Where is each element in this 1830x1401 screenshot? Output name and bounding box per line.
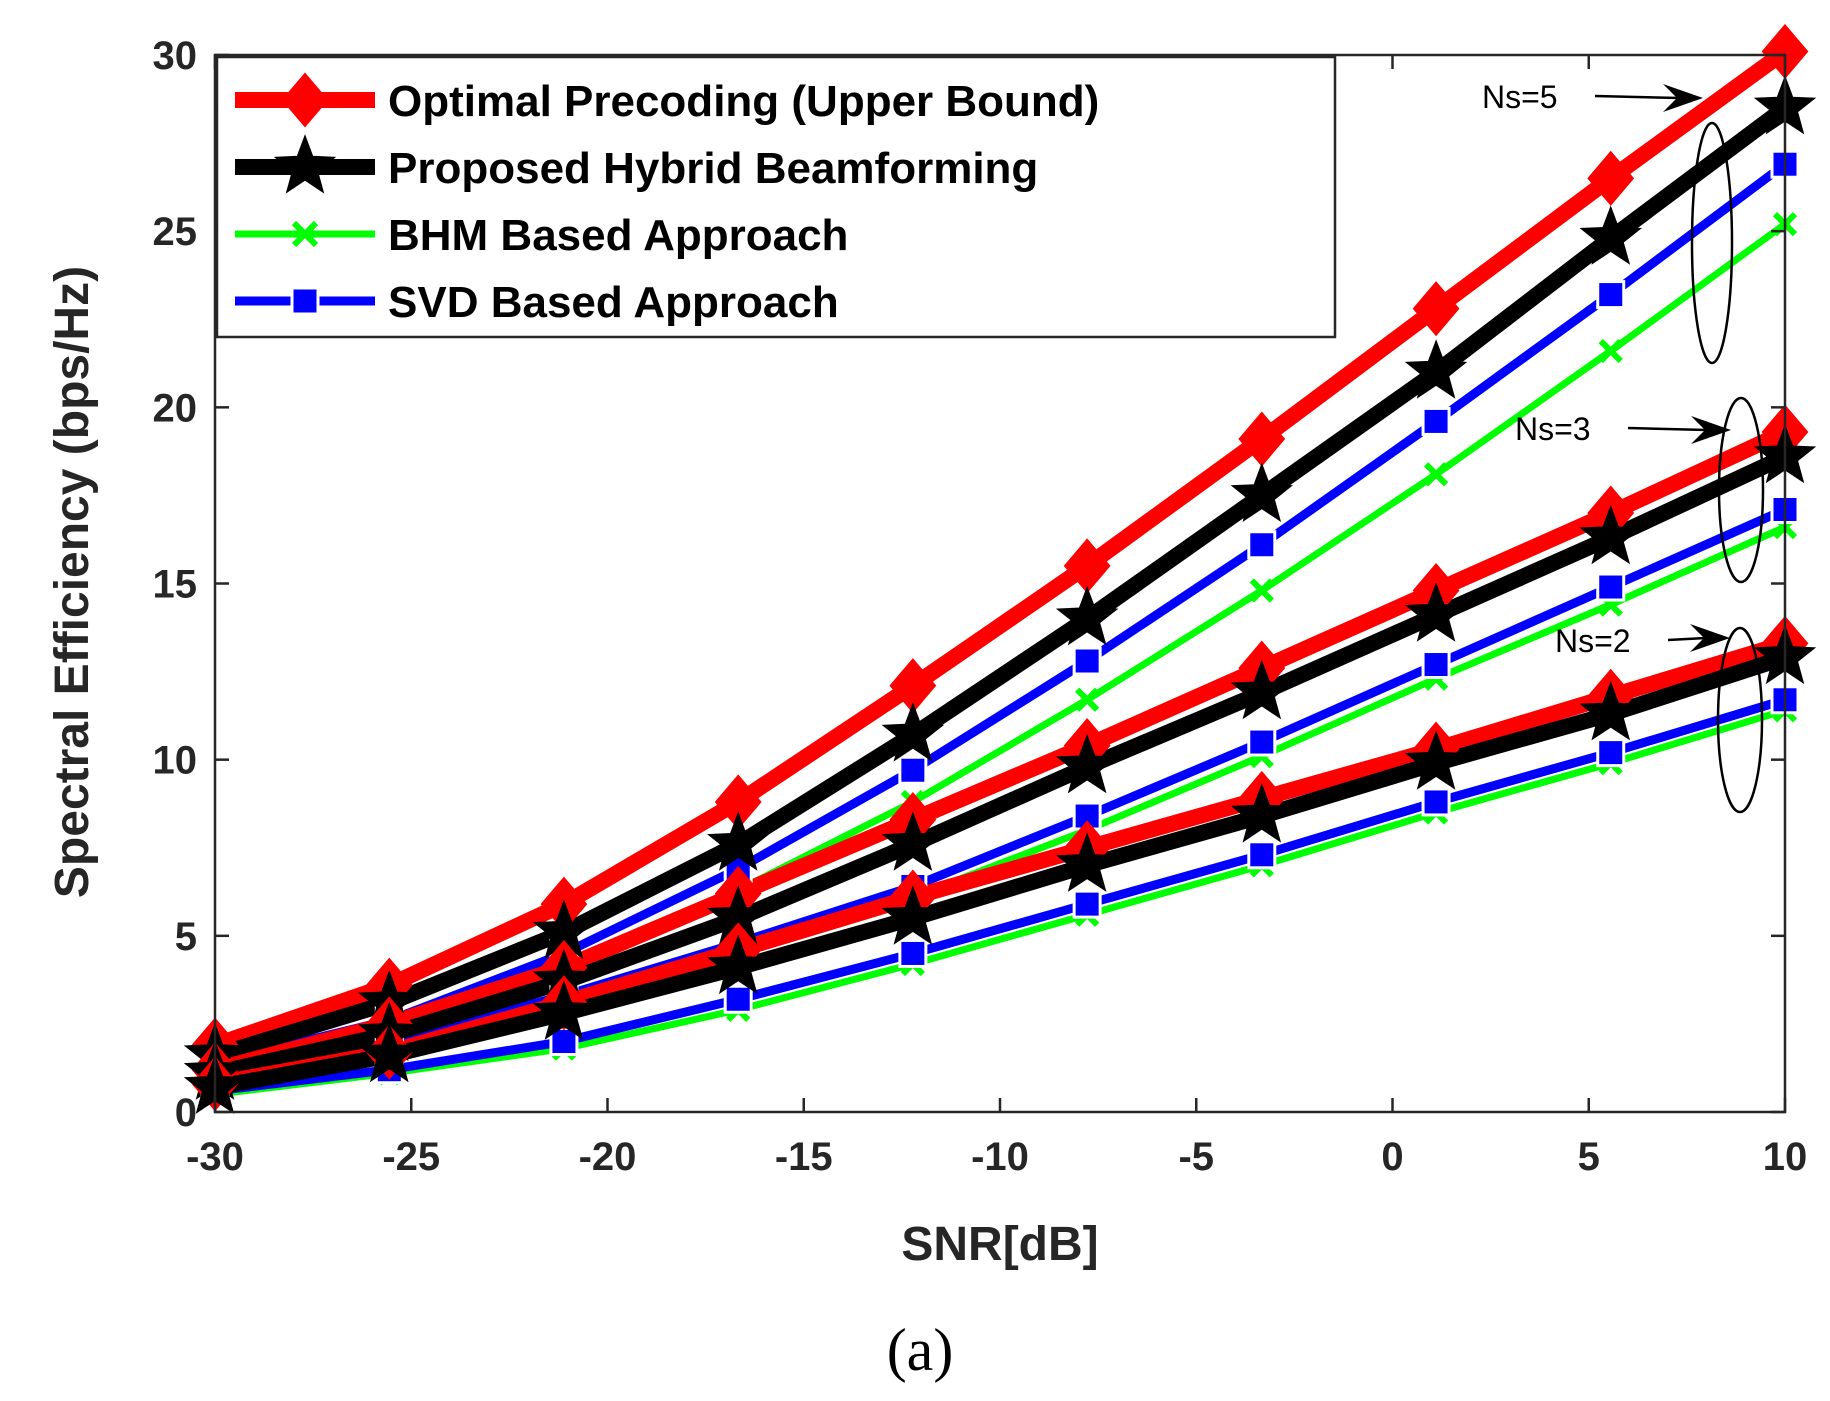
legend-label-3: SVD Based Approach	[388, 278, 839, 327]
data-point-ns1-m3-8-inner	[1602, 579, 1619, 596]
data-point-ns2-m1-8	[1579, 681, 1643, 741]
group-ellipse-2	[1716, 626, 1764, 814]
group-annotation-1: Ns=3	[1515, 411, 1591, 447]
data-point-ns0-m1-4	[881, 702, 945, 762]
x-tick-label: -15	[775, 1135, 833, 1179]
y-tick-label: 30	[153, 34, 198, 78]
legend: Optimal Precoding (Upper Bound) Proposed …	[215, 55, 1337, 339]
data-point-ns0-m0-7	[1412, 281, 1460, 337]
legend-marker-1	[273, 134, 337, 194]
annotation-layer: Ns=5 Ns=3 Ns=2	[1482, 79, 1765, 814]
data-point-ns0-m1-6	[1230, 462, 1294, 523]
data-point-ns0-m2-8	[1598, 338, 1623, 364]
data-point-ns1-m1-8	[1579, 504, 1643, 565]
y-tick-label: 15	[153, 563, 198, 607]
y-tick-label: 20	[153, 386, 198, 430]
data-point-ns2-m3-3-inner	[730, 991, 747, 1008]
data-point-ns2-m1-7	[1404, 730, 1468, 790]
data-point-ns2-m1-1	[357, 1022, 421, 1083]
group-ellipse-1	[1717, 396, 1765, 584]
data-point-ns1-m3-7-inner	[1428, 656, 1445, 673]
series-line-ns1-m1	[207, 448, 1793, 1082]
group-arrow-head-0	[1663, 84, 1703, 112]
data-point-ns2-m3-2-inner	[555, 1033, 572, 1050]
series-line-ns0-m1	[207, 99, 1793, 1064]
data-point-ns2-m3-6-inner	[1253, 846, 1270, 863]
data-point-ns1-m3-5-inner	[1079, 808, 1096, 825]
data-point-ns0-m0-8	[1587, 150, 1635, 206]
data-point-ns0-m3-7-inner	[1428, 413, 1445, 430]
group-arrow-1	[1627, 426, 1708, 432]
x-tick-label: -30	[186, 1135, 244, 1179]
data-point-ns0-m1-8	[1579, 205, 1643, 265]
series-line-ns2-m2	[211, 706, 1789, 1098]
data-point-ns0-m2-6	[1249, 578, 1274, 603]
series-line-ns0-m0	[207, 43, 1793, 1054]
data-point-ns2-m3-6	[1247, 840, 1277, 870]
legend-marker-0	[281, 72, 329, 128]
series-line-ns0-m3	[210, 159, 1790, 1068]
group-arrow-2	[1667, 636, 1707, 642]
data-point-ns0-m3-8-inner	[1602, 286, 1619, 303]
group-ellipse-0	[1690, 121, 1734, 365]
data-point-ns1-m1-4	[881, 811, 945, 871]
y-tick-label: 5	[175, 915, 197, 959]
legend-marker-2	[291, 220, 319, 248]
series-line-ns1-m3	[210, 505, 1790, 1082]
data-point-ns0-m2-7	[1423, 462, 1449, 487]
y-tick-label: 10	[153, 739, 198, 783]
data-point-ns2-m1-6	[1230, 783, 1294, 843]
group-arrow-0	[1594, 94, 1680, 100]
data-point-ns2-m3-2	[549, 1027, 579, 1057]
group-annotation-0: Ns=5	[1482, 79, 1558, 115]
data-point-ns0-m3-6-inner	[1253, 536, 1270, 553]
x-tick-label: 0	[1381, 1135, 1403, 1179]
series-line-ns1-m0	[207, 424, 1793, 1078]
data-point-ns1-m1-7	[1404, 582, 1468, 642]
data-point-ns0-m3-4-inner	[904, 762, 921, 779]
data-point-ns2-m1-4	[881, 885, 945, 945]
data-point-ns0-m3-5-inner	[1079, 653, 1096, 670]
data-point-ns1-m3-8	[1596, 572, 1626, 602]
data-point-ns1-m1-5	[1055, 733, 1119, 794]
data-point-ns2-m1-2	[532, 980, 596, 1040]
data-point-ns1-m3-6-inner	[1253, 734, 1270, 751]
data-point-ns0-m1-3	[706, 811, 770, 871]
data-point-ns2-m1-5	[1055, 832, 1119, 892]
data-point-ns2-m1-3	[706, 934, 770, 995]
legend-label-2: BHM Based Approach	[388, 211, 848, 260]
group-annotation-2: Ns=2	[1555, 623, 1631, 659]
x-tick-label: 5	[1578, 1135, 1600, 1179]
plot-layer	[183, 23, 1817, 1114]
figure-caption: (a)	[887, 1317, 954, 1383]
group-arrow-head-1	[1691, 416, 1731, 444]
x-tick-label: -10	[971, 1135, 1029, 1179]
axes-layer: -30 -25 -20 -15 -10 -5 0 5 10 0 5 10 15 20 25 30	[153, 34, 1808, 1179]
data-point-ns2-m3-4-inner	[904, 945, 921, 962]
data-point-ns2-m3-7-inner	[1428, 793, 1445, 810]
x-tick-label: -20	[579, 1135, 637, 1179]
legend-box	[215, 55, 1337, 339]
series-line-ns2-m1	[207, 649, 1793, 1096]
y-tick-label: 0	[175, 1091, 197, 1135]
legend-marker-3-inner	[297, 293, 313, 309]
x-tick-label: 10	[1763, 1135, 1808, 1179]
data-point-ns0-m1-5	[1055, 585, 1119, 646]
y-axis-label: Spectral Efficiency (bps/Hz)	[46, 266, 99, 898]
data-point-ns1-m1-6	[1230, 659, 1294, 720]
data-point-ns0-m2-5	[1075, 687, 1100, 712]
y-tick-label: 25	[153, 210, 198, 254]
legend-marker-3	[290, 286, 320, 316]
legend-label-0: Optimal Precoding (Upper Bound)	[388, 77, 1099, 126]
data-point-ns2-m3-8-inner	[1602, 744, 1619, 761]
data-point-ns0-m1-7	[1404, 339, 1468, 399]
x-tick-label: -25	[382, 1135, 440, 1179]
x-tick-label: -5	[1178, 1135, 1214, 1179]
x-axis-label: SNR[dB]	[901, 1218, 1098, 1271]
series-line-ns2-m3	[210, 695, 1790, 1096]
data-point-ns2-m3-5-inner	[1079, 896, 1096, 913]
legend-label-1: Proposed Hybrid Beamforming	[388, 144, 1038, 193]
group-arrow-head-2	[1690, 624, 1730, 652]
